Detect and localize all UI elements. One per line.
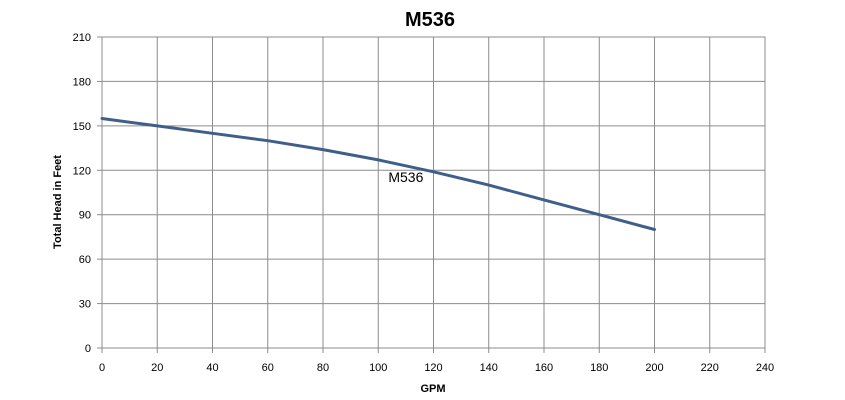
x-tick-label: 20: [151, 362, 163, 374]
x-tick-label: 0: [99, 362, 105, 374]
x-tick-label: 180: [590, 362, 608, 374]
x-tick-label: 60: [262, 362, 274, 374]
y-tick-label: 30: [79, 299, 91, 311]
x-tick-label: 100: [369, 362, 387, 374]
series-annotation: M536: [388, 169, 423, 185]
x-tick-label: 200: [645, 362, 663, 374]
plot-area: [101, 36, 766, 349]
x-tick-label: 80: [317, 362, 329, 374]
annotations: M536: [388, 169, 423, 185]
y-axis-ticks: 0 30 60 90 120 150 180 210: [73, 32, 91, 355]
y-tick-label: 120: [73, 165, 91, 177]
y-tick-label: 150: [73, 121, 91, 133]
series-layer: [100, 117, 656, 231]
x-tick-label: 120: [424, 362, 442, 374]
x-tick-label: 160: [535, 362, 553, 374]
y-tick-label: 180: [73, 76, 91, 88]
series-line-m536: [100, 117, 656, 231]
gridlines: [97, 36, 766, 353]
x-tick-label: 40: [206, 362, 218, 374]
y-tick-label: 210: [73, 32, 91, 44]
chart-title: M536: [405, 9, 455, 31]
x-tick-label: 140: [480, 362, 498, 374]
y-tick-label: 0: [85, 343, 91, 355]
y-tick-label: 60: [79, 254, 91, 266]
x-axis-label: GPM: [420, 383, 445, 395]
x-axis-ticks: 0 20 40 60 80 100 120 140 160 180 200 220 240: [99, 362, 774, 374]
y-tick-label: 90: [79, 210, 91, 222]
x-tick-label: 220: [701, 362, 719, 374]
x-tick-label: 240: [756, 362, 774, 374]
y-axis-label: Total Head in Feet: [52, 155, 64, 249]
